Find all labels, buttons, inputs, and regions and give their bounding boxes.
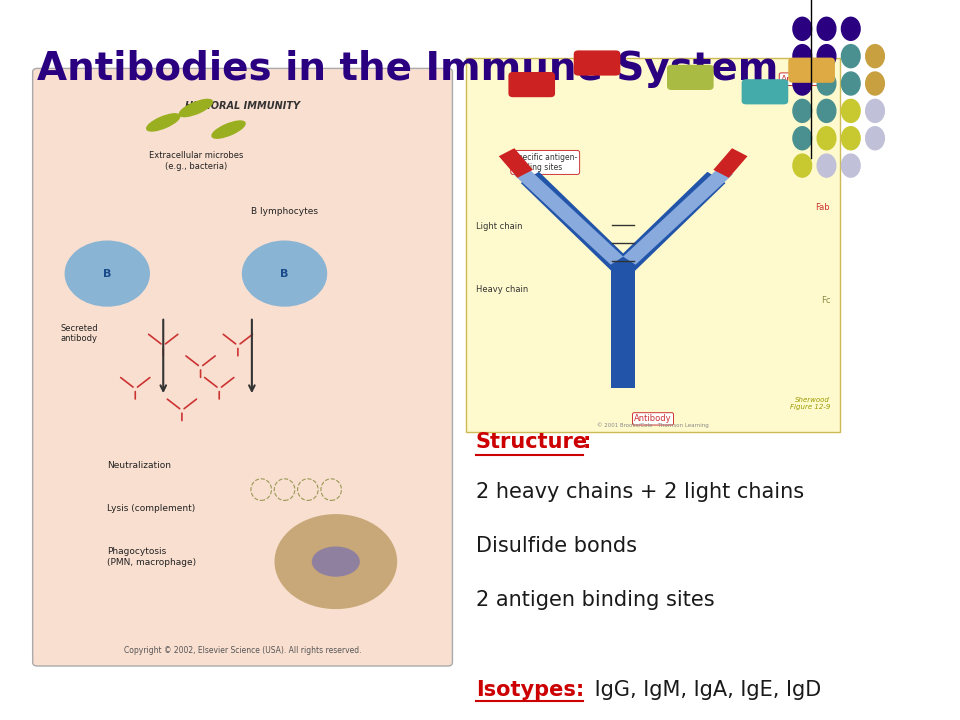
Text: Heavy chain: Heavy chain bbox=[476, 285, 528, 294]
Ellipse shape bbox=[147, 114, 180, 131]
Ellipse shape bbox=[842, 99, 860, 122]
Text: HUMORAL IMMUNITY: HUMORAL IMMUNITY bbox=[185, 101, 300, 111]
Point bbox=[470, 696, 482, 705]
Ellipse shape bbox=[793, 17, 811, 40]
Point bbox=[577, 451, 588, 459]
Text: B: B bbox=[280, 269, 289, 279]
Polygon shape bbox=[713, 148, 748, 178]
Ellipse shape bbox=[817, 72, 836, 95]
Text: Disulfide bonds: Disulfide bonds bbox=[476, 536, 636, 557]
Ellipse shape bbox=[842, 154, 860, 177]
Text: Antibody: Antibody bbox=[635, 415, 672, 423]
Text: Copyright © 2002, Elsevier Science (USA). All rights reserved.: Copyright © 2002, Elsevier Science (USA)… bbox=[124, 647, 361, 655]
Text: B lymphocytes: B lymphocytes bbox=[251, 207, 318, 216]
Text: B: B bbox=[103, 269, 111, 279]
Polygon shape bbox=[614, 172, 726, 274]
Text: Light chain: Light chain bbox=[476, 222, 522, 230]
Text: Antibodies in the Immune System: Antibodies in the Immune System bbox=[37, 50, 779, 89]
Text: © 2001 Brooks/Cole · Thomson Learning: © 2001 Brooks/Cole · Thomson Learning bbox=[597, 423, 708, 428]
Ellipse shape bbox=[180, 99, 212, 117]
Text: Phagocytosis
(PMN, macrophage): Phagocytosis (PMN, macrophage) bbox=[108, 547, 197, 567]
FancyBboxPatch shape bbox=[467, 58, 840, 432]
Text: Extracellular microbes
(e.g., bacteria): Extracellular microbes (e.g., bacteria) bbox=[149, 151, 243, 171]
Ellipse shape bbox=[842, 127, 860, 150]
Ellipse shape bbox=[817, 17, 836, 40]
Ellipse shape bbox=[842, 45, 860, 68]
Point bbox=[470, 451, 482, 459]
Polygon shape bbox=[514, 166, 623, 265]
Text: Lysis (complement): Lysis (complement) bbox=[108, 504, 196, 513]
FancyBboxPatch shape bbox=[742, 79, 788, 104]
Ellipse shape bbox=[212, 121, 245, 138]
FancyBboxPatch shape bbox=[574, 50, 620, 76]
Text: Isotypes:: Isotypes: bbox=[476, 680, 584, 701]
Text: Sherwood
Figure 12-9: Sherwood Figure 12-9 bbox=[790, 397, 830, 410]
Text: Structure: Structure bbox=[476, 432, 588, 452]
Ellipse shape bbox=[866, 72, 884, 95]
Circle shape bbox=[276, 515, 396, 608]
Ellipse shape bbox=[866, 45, 884, 68]
Text: Specific antigen-
binding sites: Specific antigen- binding sites bbox=[513, 153, 577, 172]
Point bbox=[577, 696, 588, 705]
Ellipse shape bbox=[842, 72, 860, 95]
FancyBboxPatch shape bbox=[509, 72, 555, 97]
Ellipse shape bbox=[866, 99, 884, 122]
Circle shape bbox=[243, 241, 326, 306]
Text: IgG, IgM, IgA, IgE, IgD: IgG, IgM, IgA, IgE, IgD bbox=[588, 680, 821, 701]
Text: Fab: Fab bbox=[816, 203, 830, 212]
Ellipse shape bbox=[817, 99, 836, 122]
Circle shape bbox=[65, 241, 149, 306]
FancyBboxPatch shape bbox=[788, 58, 835, 83]
Ellipse shape bbox=[817, 154, 836, 177]
Polygon shape bbox=[499, 148, 533, 178]
FancyBboxPatch shape bbox=[33, 68, 452, 666]
Ellipse shape bbox=[793, 127, 811, 150]
Text: :: : bbox=[583, 432, 591, 452]
Text: Antigens: Antigens bbox=[781, 75, 821, 84]
Text: Secreted
antibody: Secreted antibody bbox=[60, 324, 98, 343]
Polygon shape bbox=[623, 166, 733, 265]
Polygon shape bbox=[520, 172, 633, 274]
Ellipse shape bbox=[313, 547, 359, 576]
Ellipse shape bbox=[793, 154, 811, 177]
Ellipse shape bbox=[842, 17, 860, 40]
Polygon shape bbox=[612, 268, 635, 387]
Ellipse shape bbox=[793, 72, 811, 95]
Ellipse shape bbox=[793, 45, 811, 68]
Text: Fc: Fc bbox=[821, 297, 830, 305]
Ellipse shape bbox=[793, 99, 811, 122]
Text: Neutralization: Neutralization bbox=[108, 461, 171, 470]
FancyBboxPatch shape bbox=[667, 65, 713, 90]
Text: 2 antigen binding sites: 2 antigen binding sites bbox=[476, 590, 714, 611]
Ellipse shape bbox=[817, 45, 836, 68]
Ellipse shape bbox=[817, 127, 836, 150]
Ellipse shape bbox=[866, 127, 884, 150]
Text: 2 heavy chains + 2 light chains: 2 heavy chains + 2 light chains bbox=[476, 482, 804, 503]
